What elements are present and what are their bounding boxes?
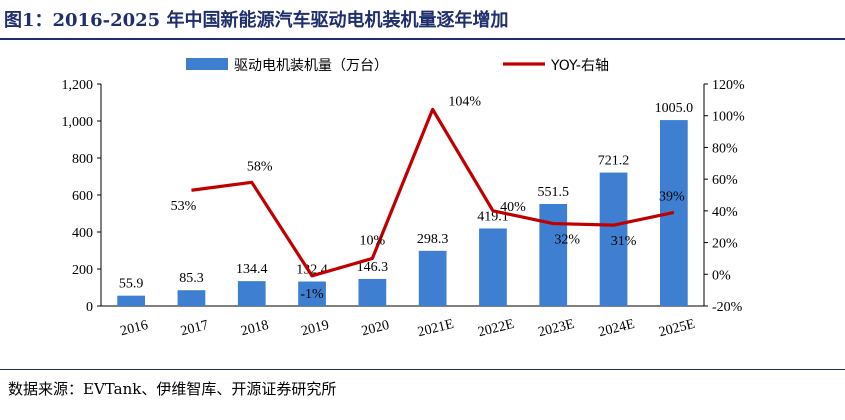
y-right-tick-label: -20% [712, 300, 743, 315]
y-left-tick-label: 0 [86, 300, 93, 315]
yoy-value-label: 32% [554, 233, 580, 248]
yoy-value-label: 53% [171, 199, 197, 214]
source-note: 数据来源：EVTank、伊维智库、开源证券研究所 [8, 380, 337, 398]
source-divider [0, 369, 845, 370]
bar [599, 172, 628, 306]
bar [117, 295, 146, 306]
y-left-tick-label: 800 [72, 152, 93, 167]
legend-bar-label: 驱动电机装机量（万台） [234, 58, 388, 74]
yoy-line [191, 107, 675, 278]
x-tick-label: 2024E [597, 317, 636, 340]
bar [418, 250, 447, 306]
title-divider [0, 38, 845, 40]
x-tick-label: 2022E [477, 317, 516, 340]
bar-series [117, 120, 688, 306]
yoy-value-label: 31% [611, 234, 637, 249]
y-right-tick-label: 40% [712, 205, 738, 220]
x-tick-label: 2016 [119, 318, 150, 339]
bar-value-label: 134.4 [236, 262, 268, 277]
x-tick-label: 2021E [416, 317, 455, 340]
y-left-tick-label: 200 [72, 263, 93, 278]
bar-value-label: 298.3 [417, 232, 449, 247]
yoy-value-label: -1% [300, 287, 324, 302]
bar [358, 278, 387, 306]
y-right-tick-label: 0% [712, 268, 731, 283]
legend: 驱动电机装机量（万台） YOY-右轴 [186, 58, 609, 74]
bar-value-label: 1005.0 [655, 101, 694, 116]
bar-value-label: 146.3 [357, 260, 389, 275]
bar [298, 281, 326, 306]
bar-value-label: 55.9 [119, 277, 144, 292]
yoy-value-label: 104% [448, 94, 481, 109]
yoy-value-label: 58% [247, 159, 273, 174]
y-right-tick-label: 80% [712, 141, 738, 156]
x-tick-label: 2018 [240, 318, 271, 339]
yoy-value-label: 40% [500, 200, 526, 215]
bar [177, 290, 206, 306]
x-tick-label: 2025E [657, 317, 696, 340]
y-right-tick-label: 100% [712, 110, 745, 125]
chart: 驱动电机装机量（万台） YOY-右轴 0 200 400 600 800 1,000 1,20… [62, 58, 746, 340]
line-labels: 53% 58% -1% 10% 104% 40% 32% 31% 39% [171, 94, 685, 302]
axes: 0 200 400 600 800 1,000 1,200 -20% 0% 20% 40% 60% 80… [62, 78, 746, 340]
y-right-tick-label: 60% [712, 173, 738, 188]
x-tick-label: 2020 [360, 318, 391, 339]
chart-title: 图1：2016-2025 年中国新能源汽车驱动电机装机量逐年增加 [4, 10, 509, 31]
bar-value-label: 721.2 [598, 154, 630, 169]
bar-value-label: 551.5 [538, 185, 570, 200]
y-left-tick-label: 1,000 [62, 115, 94, 130]
x-tick-label: 2017 [179, 318, 210, 339]
y-left-tick-label: 1,200 [62, 78, 94, 93]
y-right-tick-label: 20% [712, 237, 738, 252]
y-left-tick-label: 400 [72, 226, 93, 241]
legend-line-label: YOY-右轴 [550, 58, 609, 74]
bar [237, 281, 266, 306]
y-right-tick-label: 120% [712, 78, 745, 93]
yoy-value-label: 39% [659, 189, 685, 204]
yoy-value-label: 10% [360, 233, 386, 248]
x-tick-label: 2023E [537, 317, 576, 340]
bar-value-label: 85.3 [179, 271, 204, 286]
bar [479, 228, 507, 306]
line-series [191, 107, 675, 278]
x-tick-label: 2019 [300, 318, 331, 339]
legend-bar-swatch [186, 58, 228, 70]
bar [539, 203, 568, 306]
y-left-tick-label: 600 [72, 189, 93, 204]
